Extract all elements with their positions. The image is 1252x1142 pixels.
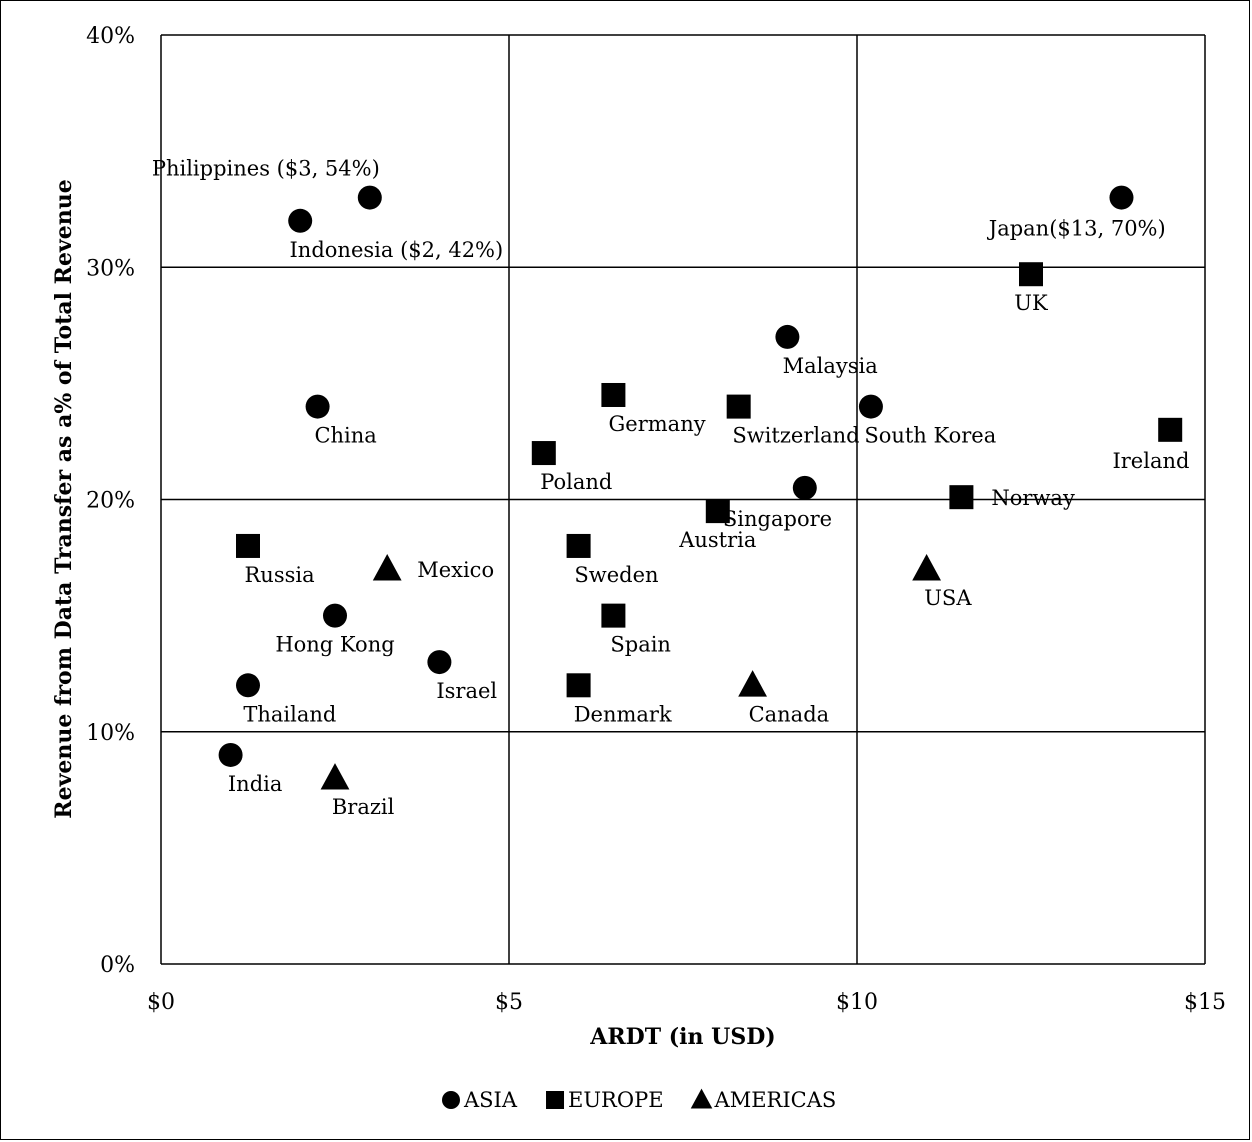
y-tick-label: 10% (86, 721, 135, 746)
marker-spain (601, 603, 626, 628)
legend: ASIA EUROPE AMERICAS (442, 1088, 836, 1112)
legend-label-asia: ASIA (463, 1088, 518, 1112)
marker-mexico (372, 554, 402, 581)
point-label-germany: Germany (609, 412, 706, 436)
legend-marker-americas (690, 1088, 713, 1109)
y-axis-title: Revenue from Data Transfer as a% of Tota… (51, 179, 77, 818)
point-label-layer: Philippines ($3, 54%) Indonesia ($2, 42%)… (152, 157, 1190, 820)
y-tick-label: 0% (100, 953, 135, 978)
point-label-thailand: Thailand (243, 702, 336, 726)
marker-uk (1019, 262, 1043, 287)
marker-usa (912, 554, 941, 581)
marker-canada (738, 670, 767, 697)
point-label-israel: Israel (436, 679, 497, 703)
marker-austria (705, 499, 730, 524)
x-axis-title: ARDT (in USD) (589, 1024, 775, 1050)
marker-sweden (566, 533, 591, 558)
point-label-south-korea: South Korea (864, 424, 996, 448)
point-label-poland: Poland (540, 470, 612, 494)
marker-norway (949, 485, 974, 510)
legend-label-europe: EUROPE (568, 1088, 664, 1112)
y-tick-label: 20% (86, 489, 135, 514)
marker-switzerland (726, 394, 751, 419)
marker-denmark (566, 673, 591, 698)
marker-malaysia (775, 324, 800, 349)
marker-thailand (236, 673, 260, 698)
x-tick-label: $15 (1184, 990, 1226, 1015)
point-label-denmark: Denmark (574, 702, 672, 726)
point-label-brazil: Brazil (332, 795, 395, 819)
point-label-mexico: Mexico (417, 558, 494, 582)
point-label-india: India (228, 772, 283, 796)
y-tick-label: 40% (86, 24, 135, 49)
point-label-japan-13-70: Japan($13, 70%) (987, 217, 1166, 241)
legend-marker-europe (546, 1091, 565, 1109)
grid-layer (161, 34, 1206, 964)
point-label-singapore: Singapore (723, 507, 832, 531)
marker-hong-kong (323, 603, 347, 628)
point-label-philippines-3-54: Philippines ($3, 54%) (152, 157, 380, 181)
x-tick-label: $0 (147, 990, 175, 1015)
marker-russia (236, 533, 260, 558)
legend-label-americas: AMERICAS (714, 1088, 837, 1112)
point-label-malaysia: Malaysia (783, 354, 878, 378)
marker-china (305, 394, 330, 419)
legend-marker-asia (442, 1091, 460, 1109)
point-label-ireland: Ireland (1112, 449, 1189, 473)
marker-indonesia-2-42 (288, 208, 313, 233)
marker-germany (601, 382, 626, 407)
point-label-sweden: Sweden (574, 563, 658, 587)
axis-layer: 0% 10% 20% 30% 40% $0 $5 $10 $15 (86, 24, 1226, 1015)
x-tick-label: $10 (836, 990, 878, 1015)
marker-brazil (320, 763, 350, 790)
marker-ireland (1158, 417, 1183, 442)
point-label-spain: Spain (610, 633, 671, 657)
point-label-switzerland: Switzerland (732, 424, 859, 448)
x-tick-label: $5 (495, 990, 523, 1015)
point-label-indonesia-2-42: Indonesia ($2, 42%) (290, 238, 504, 262)
point-label-hong-kong: Hong Kong (275, 633, 394, 657)
marker-south-korea (858, 394, 883, 419)
point-label-china: China (314, 424, 376, 448)
marker-india (218, 742, 243, 767)
marker-singapore (792, 475, 817, 500)
marker-japan-13-70 (1109, 185, 1134, 210)
y-tick-label: 30% (86, 256, 135, 281)
marker-layer (218, 185, 1183, 790)
point-label-canada: Canada (749, 702, 830, 726)
point-label-norway: Norway (991, 486, 1075, 510)
point-label-uk: UK (1014, 291, 1048, 315)
marker-israel (427, 650, 452, 675)
marker-philippines-3-54 (357, 185, 382, 210)
point-label-russia: Russia (244, 563, 314, 587)
point-label-usa: USA (924, 586, 972, 610)
marker-poland (531, 441, 556, 466)
point-label-austria: Austria (678, 528, 756, 552)
